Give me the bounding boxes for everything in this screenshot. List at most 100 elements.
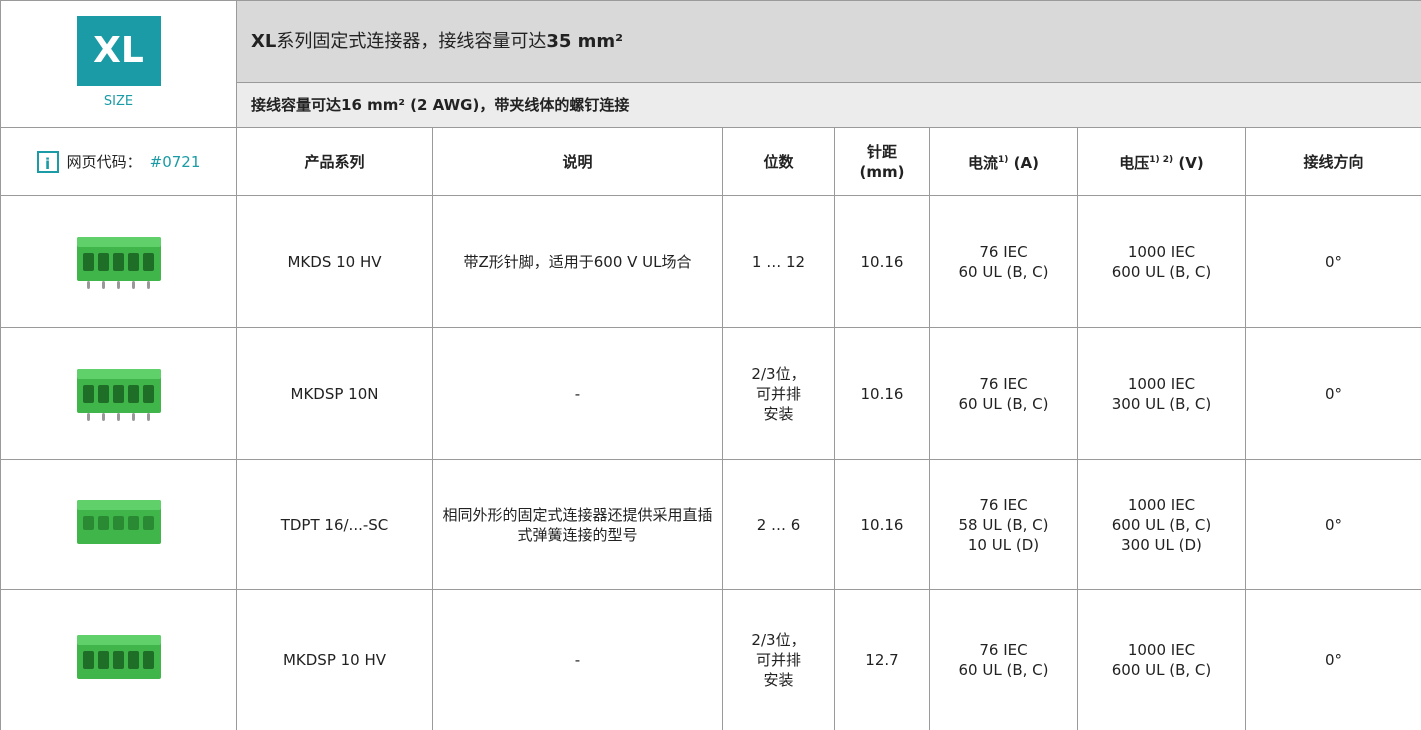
connector-hole [143,385,154,403]
voltage-line: 600 UL (B, C) [1084,660,1239,680]
current-line: 76 IEC [936,640,1071,660]
series-cell: MKDSP 10 HV [237,590,433,730]
connector-hole [143,651,154,669]
header-line: 产品系列 [243,152,426,172]
title-row: XL SIZE XL系列固定式连接器，接线容量可达35 mm² [1,1,1421,83]
voltage-line: 300 UL (B, C) [1084,394,1239,414]
current-line: 60 UL (B, C) [936,394,1071,414]
current-line: 10 UL (D) [936,535,1071,555]
image-cell [1,590,237,730]
positions-line: 2/3位， [729,630,828,650]
current-line: 60 UL (B, C) [936,262,1071,282]
series-cell: MKDSP 10N [237,328,433,460]
info-icon: i [37,151,59,173]
direction-cell: 0° [1246,196,1421,328]
title-part: XL [251,31,276,52]
column-header: 产品系列 [237,128,433,196]
connector-hole [83,385,94,403]
current-line: 58 UL (B, C) [936,515,1071,535]
connector-hole [143,253,154,271]
voltage-line: 1000 IEC [1084,495,1239,515]
positions-cell: 2/3位，可并排安装 [723,590,835,730]
product-image [71,227,167,291]
pitch-cell: 10.16 [835,328,930,460]
header-line: 说明 [439,152,716,172]
description-cell: - [433,590,723,730]
image-cell [1,460,237,590]
positions-line: 1 … 12 [729,252,828,272]
header-unit: (V) [1178,154,1203,172]
subtitle: 接线容量可达16 mm² (2 AWG)，带夹线体的螺钉连接 [237,83,1421,128]
connector-hole [128,253,139,271]
connector-hole [98,253,109,271]
column-header: 针距(mm) [835,128,930,196]
title-part: 35 mm² [546,31,623,52]
subtitle-part: ，带夹线体的螺钉连接 [479,96,629,114]
connector-top [77,369,161,379]
positions-cell: 1 … 12 [723,196,835,328]
current-line: 76 IEC [936,374,1071,394]
positions-line: 2/3位， [729,364,828,384]
page-code: i 网页代码： #0721 [7,151,230,173]
logo-cell: XL SIZE [1,1,237,128]
subtitle-part: 接线容量可达 [251,96,341,114]
direction-cell: 0° [1246,590,1421,730]
connector-hole [83,253,94,271]
column-header: 说明 [433,128,723,196]
connector-pin [147,281,150,289]
connector-pin [102,281,105,289]
product-image [71,359,167,423]
connector-hole [113,516,124,530]
pitch-cell: 10.16 [835,460,930,590]
positions-cell: 2 … 6 [723,460,835,590]
connector-pin [87,413,90,421]
positions-line: 安装 [729,404,828,424]
page-code-label: 网页代码： [67,152,142,172]
voltage-line: 300 UL (D) [1084,535,1239,555]
logo-badge: XL [77,16,161,86]
connector-pin [132,281,135,289]
product-image [71,625,167,689]
connector-pin [102,413,105,421]
connector-pin [117,413,120,421]
title: XL系列固定式连接器，接线容量可达35 mm² [237,1,1421,83]
header-line: 针距 [841,142,923,162]
product-image [71,490,167,554]
header-line: 位数 [729,152,828,172]
logo-caption: SIZE [7,92,230,112]
connector-top [77,500,161,510]
voltage-line: 1000 IEC [1084,242,1239,262]
positions-line: 可并排 [729,384,828,404]
direction-cell: 0° [1246,460,1421,590]
voltage-line: 1000 IEC [1084,374,1239,394]
header-line: (mm) [841,162,923,182]
page-code-link[interactable]: #0721 [150,152,201,172]
column-header: 电压1) 2) (V) [1078,128,1246,196]
header-footnote: 1) [998,155,1008,165]
positions-line: 可并排 [729,650,828,670]
series-cell: MKDS 10 HV [237,196,433,328]
connector-top [77,237,161,247]
header-footnote: 1) 2) [1149,155,1173,165]
connector-hole [83,651,94,669]
column-header: 电流1) (A) [930,128,1078,196]
voltage-line: 600 UL (B, C) [1084,515,1239,535]
positions-line: 安装 [729,670,828,690]
column-header: 位数 [723,128,835,196]
voltage-line: 600 UL (B, C) [1084,262,1239,282]
connector-hole [113,253,124,271]
image-cell [1,328,237,460]
positions-cell: 2/3位，可并排安装 [723,328,835,460]
voltage-line: 1000 IEC [1084,640,1239,660]
